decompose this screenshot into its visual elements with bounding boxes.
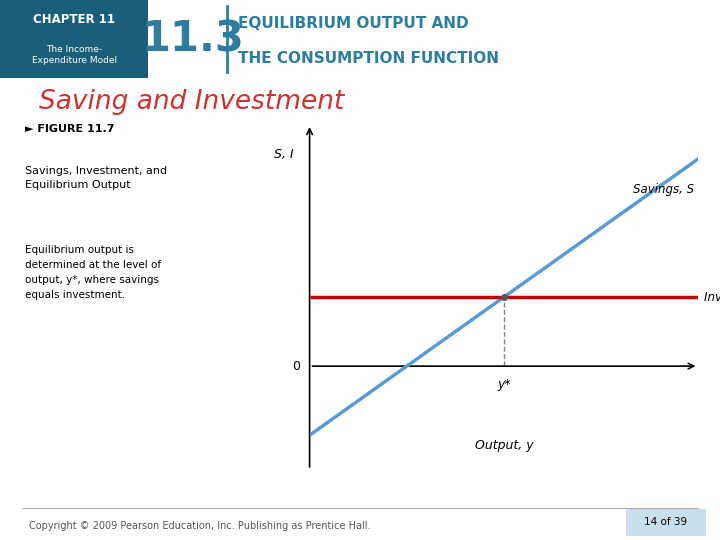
Text: 14 of 39: 14 of 39 [644, 517, 688, 528]
Text: Equilibrium output is
determined at the level of
output, y*, where savings
equal: Equilibrium output is determined at the … [25, 245, 161, 300]
Text: Copyright © 2009 Pearson Education, Inc. Publishing as Prentice Hall.: Copyright © 2009 Pearson Education, Inc.… [29, 521, 370, 531]
Text: CHAPTER 11: CHAPTER 11 [33, 13, 115, 26]
Text: 0: 0 [292, 360, 300, 373]
Text: Saving and Investment: Saving and Investment [39, 89, 344, 115]
Text: 11.3: 11.3 [142, 18, 244, 60]
Text: ► FIGURE 11.7: ► FIGURE 11.7 [25, 124, 114, 134]
Text: Savings, Investment, and
Equilibrium Output: Savings, Investment, and Equilibrium Out… [25, 166, 167, 190]
Text: y*: y* [498, 378, 510, 391]
Text: Investment, I: Investment, I [704, 291, 720, 303]
Text: EQUILIBRIUM OUTPUT AND: EQUILIBRIUM OUTPUT AND [238, 16, 468, 31]
Bar [0, 0, 148, 78]
Text: THE CONSUMPTION FUNCTION: THE CONSUMPTION FUNCTION [238, 51, 498, 66]
Bar [626, 509, 706, 536]
Text: The Income-
Expenditure Model: The Income- Expenditure Model [32, 45, 117, 65]
Text: Output, y: Output, y [474, 438, 534, 451]
Text: Macroeconomics: Principles, Applications, and Tools   O'Sullivan, Sheffrin, Pere: Macroeconomics: Principles, Applications… [4, 138, 14, 442]
Text: S, I: S, I [274, 148, 294, 161]
Text: Savings, S: Savings, S [634, 183, 695, 196]
